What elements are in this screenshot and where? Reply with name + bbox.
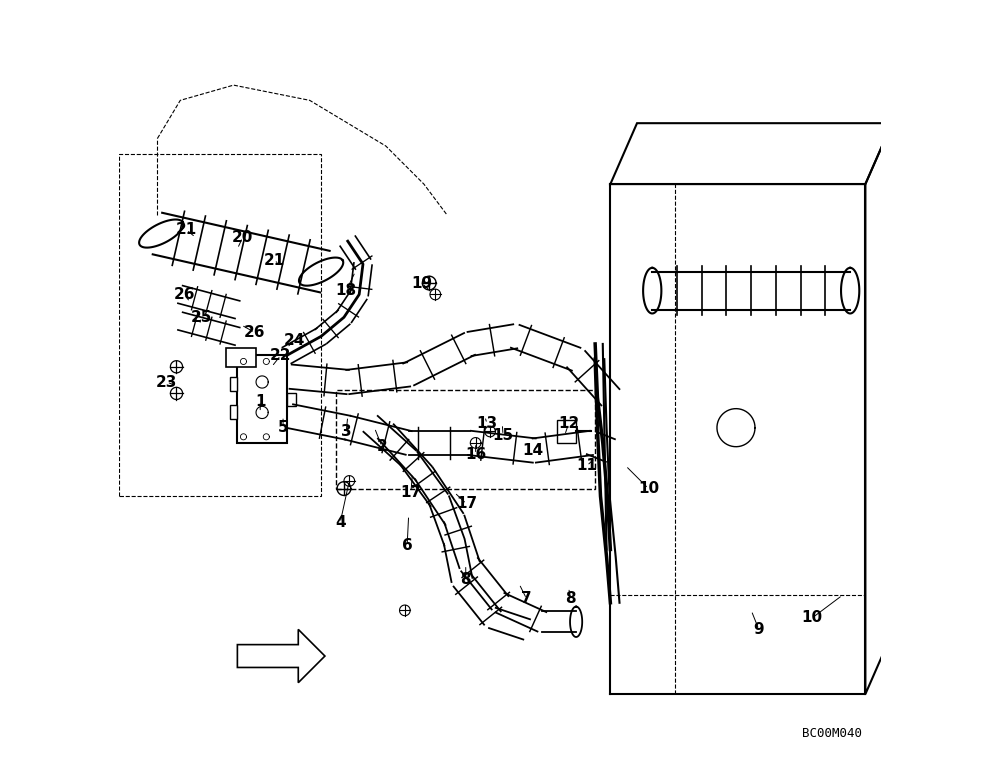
Text: 20: 20 [232, 230, 253, 245]
Text: 10: 10 [802, 610, 823, 626]
Text: 16: 16 [465, 447, 486, 461]
Text: 14: 14 [522, 443, 543, 458]
Bar [230, 377, 237, 391]
Polygon shape [237, 630, 325, 683]
Text: 18: 18 [336, 283, 357, 298]
Bar [336, 390, 595, 488]
Bar [237, 355, 287, 443]
Text: 11: 11 [576, 458, 597, 473]
Text: 17: 17 [400, 485, 421, 500]
Text: 22: 22 [270, 348, 292, 363]
Text: 17: 17 [456, 497, 477, 511]
Text: 21: 21 [263, 253, 285, 267]
Text: 26: 26 [244, 325, 266, 340]
Text: 6: 6 [402, 538, 413, 553]
Text: 24: 24 [284, 332, 305, 348]
Text: 10: 10 [638, 481, 659, 496]
Text: 3: 3 [341, 424, 352, 439]
Text: 5: 5 [278, 420, 288, 435]
Text: 9: 9 [754, 622, 764, 637]
Text: 7: 7 [521, 591, 532, 607]
Text: 12: 12 [558, 416, 579, 432]
Text: 15: 15 [492, 428, 514, 443]
Bar [557, 420, 576, 443]
Text: BC00M040: BC00M040 [802, 727, 862, 740]
Text: 19: 19 [411, 276, 432, 290]
Text: 25: 25 [191, 309, 212, 325]
Text: 8: 8 [565, 591, 576, 607]
Text: 1: 1 [255, 393, 265, 409]
Text: 4: 4 [335, 516, 345, 530]
Text: 23: 23 [156, 374, 177, 390]
Bar [287, 393, 296, 406]
Text: 13: 13 [476, 416, 498, 432]
Text: 2: 2 [377, 439, 387, 455]
Text: 26: 26 [173, 287, 195, 302]
Bar [226, 348, 256, 367]
Bar [230, 405, 237, 419]
Text: 21: 21 [176, 222, 197, 238]
Text: 8: 8 [460, 572, 471, 588]
